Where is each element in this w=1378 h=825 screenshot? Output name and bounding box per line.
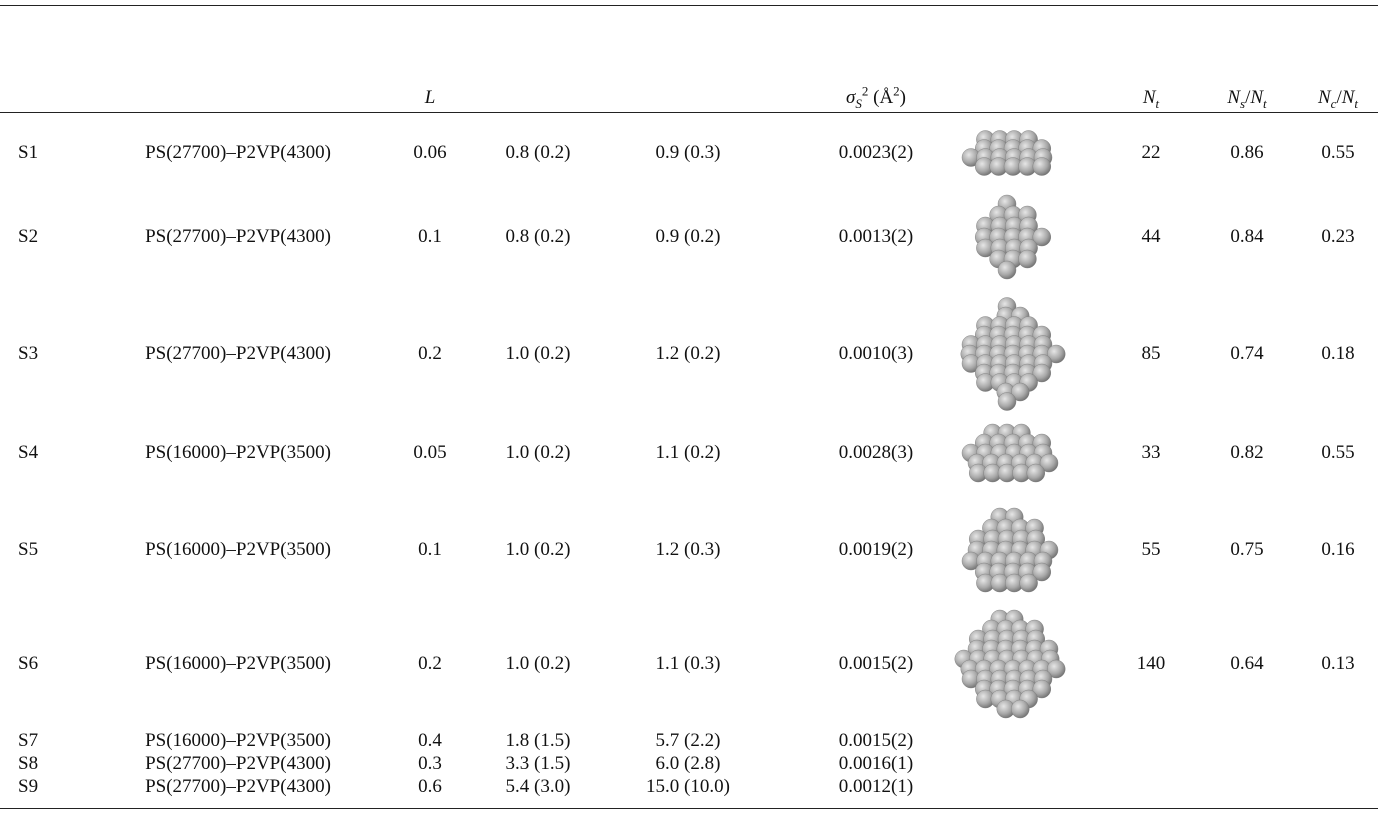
table-cell: PS(27700)–P2VP(4300) <box>145 226 331 248</box>
table-cell: 1.0 (0.2) <box>506 343 571 365</box>
table-cell: S4 <box>18 442 38 464</box>
table-cell: 0.0028(3) <box>839 442 913 464</box>
header-run: t <box>1156 96 1160 111</box>
table-cell: 1.1 (0.2) <box>656 442 721 464</box>
table-cell: 5.4 (3.0) <box>506 776 571 798</box>
table-cell: PS(27700)–P2VP(4300) <box>145 776 331 798</box>
header-run: N <box>1250 87 1263 108</box>
table-cell: 22 <box>1142 142 1161 164</box>
table-cell: S2 <box>18 226 38 248</box>
table-cell: PS(27700)–P2VP(4300) <box>145 753 331 775</box>
header-cell: Nt <box>1143 87 1159 109</box>
table-cell: 3.3 (1.5) <box>506 753 571 775</box>
table-cell: 0.0015(2) <box>839 730 913 752</box>
table-cell: 0.84 <box>1230 226 1263 248</box>
header-cell: Nc/Nt <box>1318 87 1358 109</box>
header-run: (Å <box>868 87 893 108</box>
table-cell: 0.64 <box>1230 653 1263 675</box>
table-cell: 0.3 <box>418 753 442 775</box>
table-cell: 0.2 <box>418 343 442 365</box>
table-cell: 1.0 (0.2) <box>506 442 571 464</box>
table-cell: 0.8 (0.2) <box>506 226 571 248</box>
table-cell: 140 <box>1137 653 1166 675</box>
cluster-atom <box>1020 574 1038 592</box>
table-cell: 0.13 <box>1321 653 1354 675</box>
table-page: LσS2 (Å2)NtNs/NtNc/NtS1PS(27700)–P2VP(43… <box>0 0 1378 825</box>
table-cell: S3 <box>18 343 38 365</box>
table-cell: 1.8 (1.5) <box>506 730 571 752</box>
table-cell: 0.1 <box>418 539 442 561</box>
table-cell: 55 <box>1142 539 1161 561</box>
table-cell: 1.0 (0.2) <box>506 539 571 561</box>
table-cell: S8 <box>18 753 38 775</box>
header-cell: Ns/Nt <box>1227 87 1266 109</box>
table-cell: 1.0 (0.2) <box>506 653 571 675</box>
header-cell: L <box>425 87 436 109</box>
cluster-atom <box>998 393 1016 411</box>
header-run: t <box>1263 96 1267 111</box>
table-cell: PS(16000)–P2VP(3500) <box>145 539 331 561</box>
table-cell: 44 <box>1142 226 1161 248</box>
table-cell: 0.9 (0.3) <box>656 142 721 164</box>
table-cell: 0.0023(2) <box>839 142 913 164</box>
cluster-shapes <box>0 0 1378 825</box>
cluster-atom <box>1018 250 1036 268</box>
table-cell: 0.0012(1) <box>839 776 913 798</box>
table-cell: 0.86 <box>1230 142 1263 164</box>
table-cell: 0.23 <box>1321 226 1354 248</box>
header-run: N <box>1143 87 1156 108</box>
table-cell: 0.8 (0.2) <box>506 142 571 164</box>
table-cell: 0.75 <box>1230 539 1263 561</box>
table-cell: PS(27700)–P2VP(4300) <box>145 142 331 164</box>
table-cell: 0.0019(2) <box>839 539 913 561</box>
table-cell: 1.2 (0.2) <box>656 343 721 365</box>
table-cell: 0.2 <box>418 653 442 675</box>
table-cell: PS(16000)–P2VP(3500) <box>145 653 331 675</box>
table-cell: 0.1 <box>418 226 442 248</box>
table-cell: S5 <box>18 539 38 561</box>
table-cell: S6 <box>18 653 38 675</box>
table-cell: 0.74 <box>1230 343 1263 365</box>
table-cell: 0.82 <box>1230 442 1263 464</box>
table-cell: 0.16 <box>1321 539 1354 561</box>
cluster-atom <box>1011 700 1029 718</box>
header-run: t <box>1354 96 1358 111</box>
table-cell: 0.4 <box>418 730 442 752</box>
table-cell: 0.55 <box>1321 142 1354 164</box>
table-cell: 0.18 <box>1321 343 1354 365</box>
table-cell: 0.0015(2) <box>839 653 913 675</box>
header-run: ) <box>900 87 906 108</box>
table-cell: S9 <box>18 776 38 798</box>
table-cell: 0.55 <box>1321 442 1354 464</box>
table-cell: S7 <box>18 730 38 752</box>
header-run: N <box>1342 87 1355 108</box>
table-cell: PS(27700)–P2VP(4300) <box>145 343 331 365</box>
header-run: N <box>1227 87 1240 108</box>
table-cell: PS(16000)–P2VP(3500) <box>145 730 331 752</box>
header-run: σ <box>846 87 855 108</box>
cluster-atom <box>1033 158 1051 176</box>
table-cell: 0.0013(2) <box>839 226 913 248</box>
table-cell: 1.1 (0.3) <box>656 653 721 675</box>
table-cell: PS(16000)–P2VP(3500) <box>145 442 331 464</box>
table-cell: 0.9 (0.2) <box>656 226 721 248</box>
table-cell: 15.0 (10.0) <box>646 776 730 798</box>
table-cell: S1 <box>18 142 38 164</box>
cluster-atom <box>998 261 1016 279</box>
header-run: L <box>425 87 436 108</box>
table-cell: 0.0016(1) <box>839 753 913 775</box>
table-cell: 33 <box>1142 442 1161 464</box>
table-cell: 1.2 (0.3) <box>656 539 721 561</box>
table-cell: 0.6 <box>418 776 442 798</box>
table-cell: 0.0010(3) <box>839 343 913 365</box>
table-cell: 5.7 (2.2) <box>656 730 721 752</box>
table-cell: 0.05 <box>413 442 446 464</box>
table-cell: 0.06 <box>413 142 446 164</box>
header-cell: σS2 (Å2) <box>846 87 906 109</box>
cluster-atom <box>1027 464 1045 482</box>
table-cell: 6.0 (2.8) <box>656 753 721 775</box>
table-cell: 85 <box>1142 343 1161 365</box>
header-run: N <box>1318 87 1331 108</box>
